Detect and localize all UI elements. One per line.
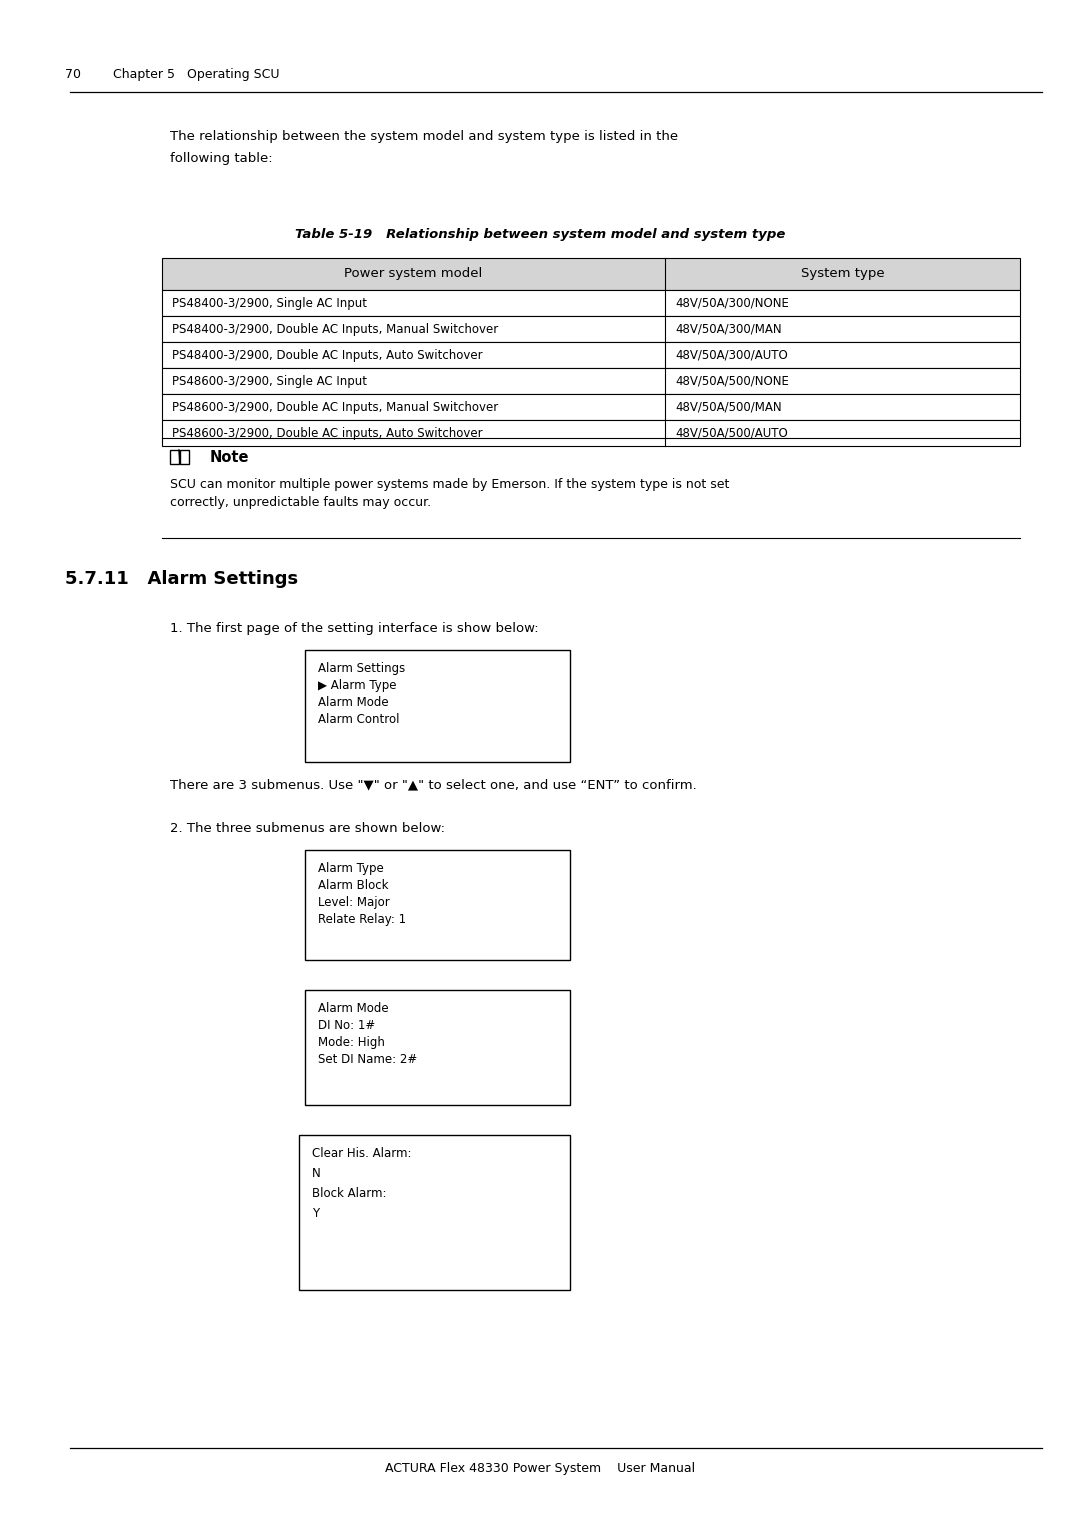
Text: Alarm Mode: Alarm Mode xyxy=(318,695,389,709)
Text: 2. The three submenus are shown below:: 2. The three submenus are shown below: xyxy=(170,822,445,834)
Bar xyxy=(299,1135,570,1290)
Text: Alarm Mode: Alarm Mode xyxy=(318,1002,389,1015)
Text: Mode: High: Mode: High xyxy=(318,1036,384,1050)
Text: Block Alarm:: Block Alarm: xyxy=(312,1187,387,1199)
Text: Y: Y xyxy=(312,1207,319,1219)
Text: 48V/50A/300/AUTO: 48V/50A/300/AUTO xyxy=(675,348,787,362)
Bar xyxy=(180,451,189,465)
Text: 70        Chapter 5   Operating SCU: 70 Chapter 5 Operating SCU xyxy=(65,69,280,81)
Text: following table:: following table: xyxy=(170,151,272,165)
Text: ACTURA Flex 48330 Power System    User Manual: ACTURA Flex 48330 Power System User Manu… xyxy=(384,1462,696,1475)
Text: Alarm Settings: Alarm Settings xyxy=(318,662,405,675)
Text: Clear His. Alarm:: Clear His. Alarm: xyxy=(312,1148,411,1160)
Text: Level: Major: Level: Major xyxy=(318,895,390,909)
Text: PS48400-3/2900, Single AC Input: PS48400-3/2900, Single AC Input xyxy=(172,296,367,310)
Text: 48V/50A/500/MAN: 48V/50A/500/MAN xyxy=(675,400,782,414)
Text: N: N xyxy=(312,1167,321,1180)
Bar xyxy=(305,990,570,1105)
Text: PS48600-3/2900, Double AC inputs, Auto Switchover: PS48600-3/2900, Double AC inputs, Auto S… xyxy=(172,426,483,440)
Text: PS48400-3/2900, Double AC Inputs, Manual Switchover: PS48400-3/2900, Double AC Inputs, Manual… xyxy=(172,322,498,336)
Text: Power system model: Power system model xyxy=(345,267,483,281)
Text: 48V/50A/500/AUTO: 48V/50A/500/AUTO xyxy=(675,426,787,440)
Bar xyxy=(162,258,1020,290)
Bar xyxy=(170,451,179,465)
Text: Note: Note xyxy=(210,451,249,465)
Text: 1. The first page of the setting interface is show below:: 1. The first page of the setting interfa… xyxy=(170,622,539,636)
Text: DI No: 1#: DI No: 1# xyxy=(318,1019,375,1031)
Text: 5.7.11   Alarm Settings: 5.7.11 Alarm Settings xyxy=(65,570,298,588)
Text: ▶ Alarm Type: ▶ Alarm Type xyxy=(318,678,396,692)
Bar xyxy=(305,649,570,762)
Text: 48V/50A/300/MAN: 48V/50A/300/MAN xyxy=(675,322,782,336)
Bar xyxy=(162,394,1020,420)
Text: The relationship between the system model and system type is listed in the: The relationship between the system mode… xyxy=(170,130,678,144)
Text: SCU can monitor multiple power systems made by Emerson. If the system type is no: SCU can monitor multiple power systems m… xyxy=(170,478,729,490)
Text: Alarm Block: Alarm Block xyxy=(318,879,389,892)
Bar xyxy=(162,420,1020,446)
Text: System type: System type xyxy=(800,267,885,281)
Text: Alarm Control: Alarm Control xyxy=(318,714,400,726)
Bar xyxy=(162,368,1020,394)
Bar xyxy=(162,290,1020,316)
Text: Table 5-19   Relationship between system model and system type: Table 5-19 Relationship between system m… xyxy=(295,228,785,241)
Text: Alarm Type: Alarm Type xyxy=(318,862,383,876)
Text: PS48600-3/2900, Double AC Inputs, Manual Switchover: PS48600-3/2900, Double AC Inputs, Manual… xyxy=(172,400,498,414)
Text: 48V/50A/500/NONE: 48V/50A/500/NONE xyxy=(675,374,788,388)
Bar xyxy=(162,342,1020,368)
Text: Relate Relay: 1: Relate Relay: 1 xyxy=(318,914,406,926)
Text: 48V/50A/300/NONE: 48V/50A/300/NONE xyxy=(675,296,788,310)
Text: PS48400-3/2900, Double AC Inputs, Auto Switchover: PS48400-3/2900, Double AC Inputs, Auto S… xyxy=(172,348,483,362)
Text: Set DI Name: 2#: Set DI Name: 2# xyxy=(318,1053,417,1067)
Bar xyxy=(305,850,570,960)
Text: There are 3 submenus. Use "▼" or "▲" to select one, and use “ENT” to confirm.: There are 3 submenus. Use "▼" or "▲" to … xyxy=(170,778,697,792)
Text: correctly, unpredictable faults may occur.: correctly, unpredictable faults may occu… xyxy=(170,497,431,509)
Text: PS48600-3/2900, Single AC Input: PS48600-3/2900, Single AC Input xyxy=(172,374,367,388)
Bar xyxy=(162,316,1020,342)
